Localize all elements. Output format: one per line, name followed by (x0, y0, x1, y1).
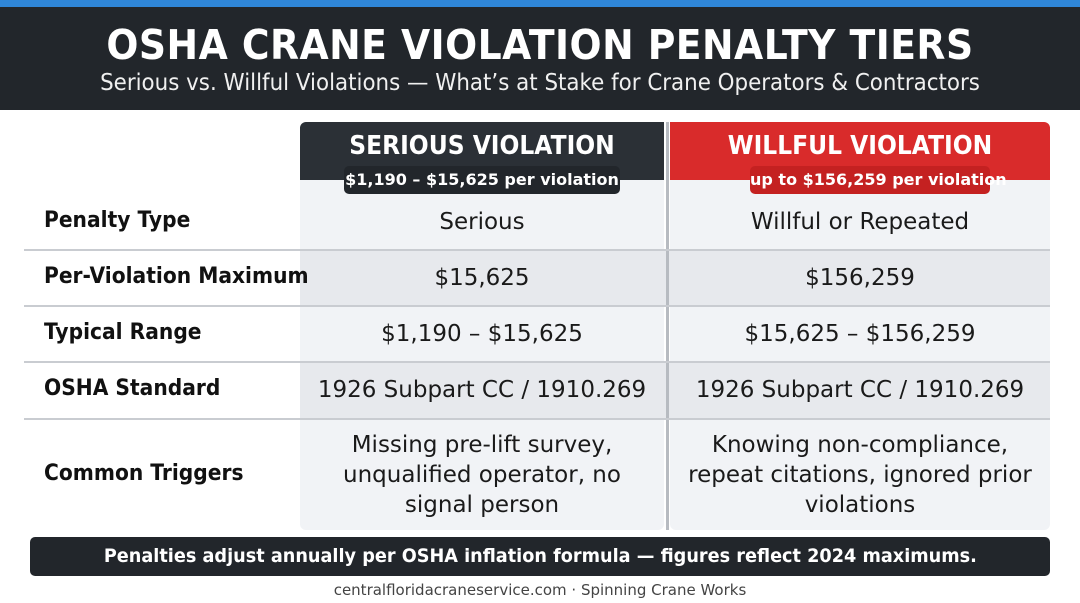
cell-serious-common-triggers: Missing pre-lift survey, unqualified ope… (343, 432, 621, 518)
row-label-typical-range: Typical Range (44, 320, 202, 345)
row-shade (300, 250, 1050, 306)
cell-serious-typical-range: $1,190 – $15,625 (381, 321, 583, 347)
row-divider (24, 361, 1050, 363)
cell-willful-typical-range: $15,625 – $156,259 (744, 321, 976, 347)
row-shade (300, 362, 1050, 418)
source-credit: centralfloridacraneservice.com · Spinnin… (333, 581, 747, 599)
serious-range-badge: $1,190 – $15,625 per violation (344, 166, 620, 194)
top-accent-bar (0, 0, 1080, 7)
cell-willful-penalty-type: Willful or Repeated (750, 209, 970, 235)
row-divider (24, 305, 1050, 307)
page-subtitle: Serious vs. Willful Violations — What’s … (100, 70, 980, 96)
page-header: OSHA CRANE VIOLATION PENALTY TIERS Serio… (0, 7, 1080, 110)
cell-willful-common-triggers: Knowing non-compliance, repeat citations… (688, 432, 1032, 518)
serious-column-title: SERIOUS VIOLATION (349, 131, 615, 161)
page-title: OSHA CRANE VIOLATION PENALTY TIERS (106, 21, 974, 69)
penalty-comparison-table: SERIOUS VIOLATION $1,190 – $15,625 per v… (24, 122, 1050, 530)
row-label-penalty-type: Penalty Type (44, 208, 191, 233)
serious-column-header: SERIOUS VIOLATION $1,190 – $15,625 per v… (300, 122, 664, 194)
cell-willful-per-violation-maximum: $156,259 (805, 265, 915, 291)
cell-serious-osha-standard: 1926 Subpart CC / 1910.269 (317, 377, 647, 403)
row-label-common-triggers: Common Triggers (44, 461, 244, 486)
cell-serious-per-violation-maximum: $15,625 (434, 265, 530, 291)
willful-range-badge: up to $156,259 per violation (750, 166, 1007, 194)
willful-column-title: WILLFUL VIOLATION (727, 131, 993, 161)
willful-column-header: WILLFUL VIOLATION up to $156,259 per vio… (670, 122, 1050, 194)
footer-note: Penalties adjust annually per OSHA infla… (103, 545, 977, 567)
footer-note-bar: Penalties adjust annually per OSHA infla… (30, 537, 1050, 576)
cell-serious-penalty-type: Serious (439, 209, 525, 235)
row-divider (24, 418, 1050, 420)
cell-willful-osha-standard: 1926 Subpart CC / 1910.269 (695, 377, 1025, 403)
row-label-per-violation-maximum: Per-Violation Maximum (44, 264, 309, 289)
column-divider (666, 122, 669, 530)
row-divider (24, 249, 1050, 251)
row-label-osha-standard: OSHA Standard (44, 376, 221, 401)
